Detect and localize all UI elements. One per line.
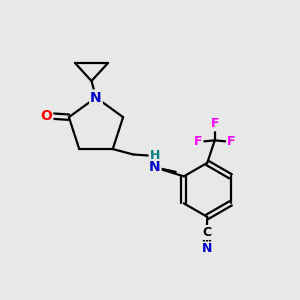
Text: H: H [150,149,160,163]
Text: N: N [202,242,212,256]
Text: N: N [149,160,161,174]
Text: N: N [90,91,102,104]
Text: F: F [194,135,202,148]
Text: F: F [211,117,219,130]
Text: O: O [40,109,52,123]
Text: F: F [227,135,236,148]
Text: C: C [202,226,211,239]
